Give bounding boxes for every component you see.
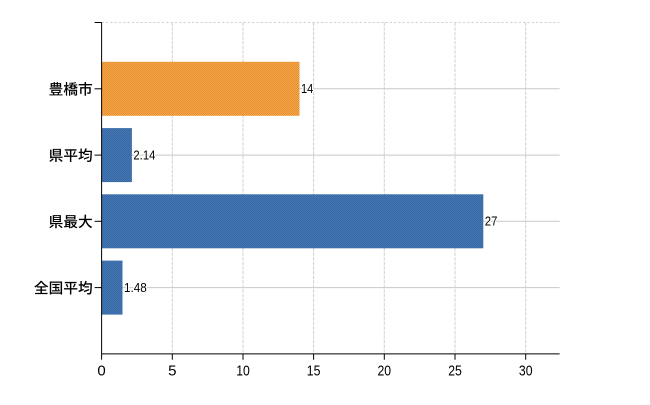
- svg-text:25: 25: [448, 363, 462, 380]
- svg-text:0: 0: [97, 363, 105, 380]
- svg-text:27: 27: [485, 214, 498, 229]
- svg-text:1.48: 1.48: [124, 280, 147, 295]
- svg-text:30: 30: [519, 363, 533, 380]
- svg-text:10: 10: [236, 363, 250, 380]
- svg-text:15: 15: [307, 363, 321, 380]
- svg-text:20: 20: [378, 363, 392, 380]
- svg-text:14: 14: [301, 81, 313, 96]
- svg-text:2.14: 2.14: [133, 148, 155, 163]
- svg-text:5: 5: [168, 363, 176, 380]
